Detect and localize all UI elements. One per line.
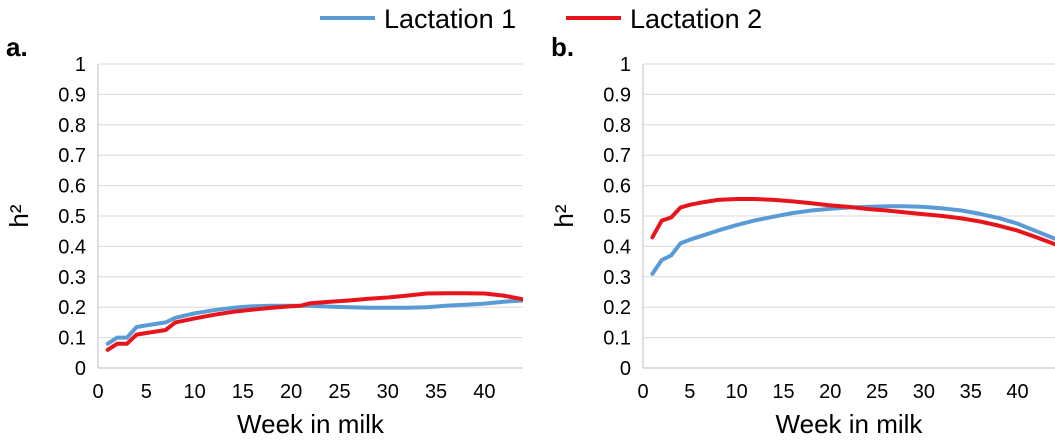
x-tick-label: 20	[819, 381, 841, 403]
y-tick-label: 0	[620, 358, 631, 380]
x-tick-label: 10	[726, 381, 748, 403]
y-tick-label: 0.1	[58, 328, 86, 350]
panel-b: 00.10.20.30.40.50.60.70.80.910 5 10 15 20 25 3…	[549, 32, 1055, 439]
x-tick-label: 30	[913, 381, 935, 403]
y-tick-label: 0.1	[603, 328, 631, 350]
y-tick-label: 0.5	[58, 206, 86, 228]
y-tick-label: 0.7	[58, 145, 86, 167]
y-tick-label: 0.3	[603, 267, 631, 289]
x-tick-label: 35	[425, 381, 447, 403]
y-tick-label: 0	[75, 358, 86, 380]
y-tick-label: 0.4	[603, 236, 631, 258]
x-tick-label: 15	[232, 381, 254, 403]
legend-item-lactation-1: Lactation 1	[320, 4, 516, 34]
panel-a: 00.10.20.30.40.50.60.70.80.910 5 10 15 20 25 3…	[4, 32, 523, 439]
x-tick-label: 20	[280, 381, 302, 403]
y-tick-label: 1	[75, 54, 86, 76]
y-tick-label: 0.8	[603, 115, 631, 137]
x-tick-label: 30	[377, 381, 399, 403]
x-tick-label: 15	[772, 381, 794, 403]
y-tick-label: 0.9	[603, 84, 631, 106]
x-tick-label: 0	[92, 381, 103, 403]
y-tick-label: 0.7	[603, 145, 631, 167]
y-tick-label: 0.4	[58, 236, 86, 258]
x-axis-label: Week in milk	[237, 409, 385, 439]
legend-item-lactation-2: Lactation 2	[566, 4, 762, 34]
x-axis-label: Week in milk	[776, 409, 924, 439]
y-tick-label: 0.2	[58, 297, 86, 319]
y-tick-label: 1	[620, 54, 631, 76]
series-line-lactation-2	[105, 291, 523, 352]
y-tick-label: 0.2	[603, 297, 631, 319]
series-line-lactation-2	[650, 197, 1055, 247]
x-tick-label: 35	[960, 381, 982, 403]
y-tick-label: 0.8	[58, 115, 86, 137]
y-tick-label: 0.6	[603, 176, 631, 198]
x-tick-label: 0	[637, 381, 648, 403]
x-tick-label: 10	[183, 381, 205, 403]
panel-label: b.	[551, 32, 574, 62]
y-tick-label: 0.6	[58, 176, 86, 198]
y-axis-label: h²	[4, 204, 34, 227]
y-axis-label: h²	[549, 204, 579, 227]
y-tick-label: 0.5	[603, 206, 631, 228]
x-tick-label: 5	[684, 381, 695, 403]
x-tick-label: 40	[473, 381, 495, 403]
legend: Lactation 1 Lactation 2	[320, 4, 762, 34]
series-line-lactation-1	[650, 204, 1055, 276]
y-tick-label: 0.3	[58, 267, 86, 289]
x-tick-label: 5	[141, 381, 152, 403]
x-tick-label: 25	[866, 381, 888, 403]
x-tick-label: 25	[328, 381, 350, 403]
y-tick-label: 0.9	[58, 84, 86, 106]
legend-label-lactation-1: Lactation 1	[384, 4, 516, 34]
x-tick-label: 40	[1006, 381, 1028, 403]
panel-label: a.	[6, 32, 28, 62]
legend-label-lactation-2: Lactation 2	[630, 4, 762, 34]
